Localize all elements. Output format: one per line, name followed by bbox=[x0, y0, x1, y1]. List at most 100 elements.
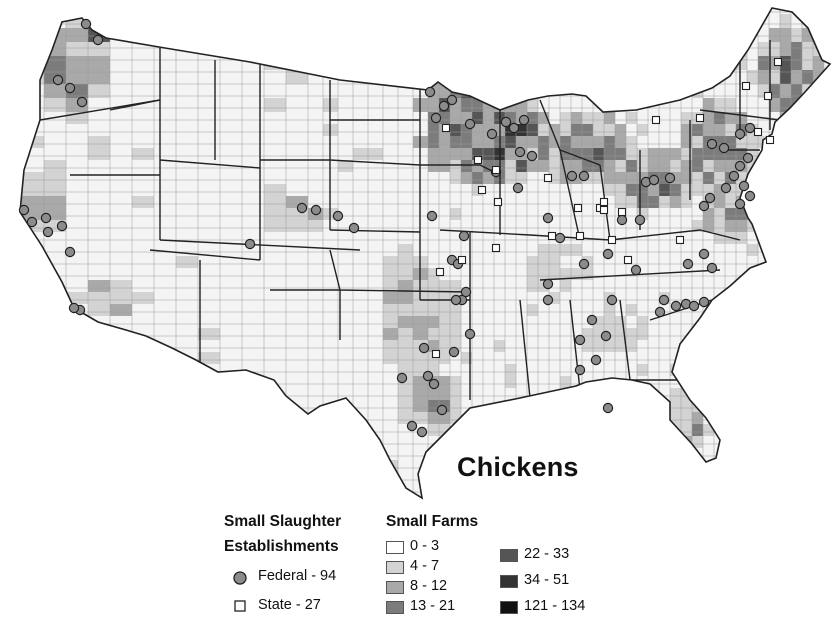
county-cell bbox=[714, 172, 725, 184]
county-cell bbox=[747, 70, 758, 84]
state-boundary bbox=[329, 159, 421, 166]
legend-swatch-4-7 bbox=[386, 561, 404, 574]
county-cell bbox=[692, 424, 703, 436]
county-cell bbox=[527, 160, 538, 172]
county-cell bbox=[582, 148, 593, 160]
county-cell bbox=[758, 56, 769, 70]
county-cell bbox=[736, 232, 747, 244]
county-cell bbox=[88, 70, 110, 84]
county-cell bbox=[802, 56, 813, 70]
county-cell bbox=[714, 42, 725, 56]
county-cell bbox=[813, 8, 824, 14]
legend-range-13-21: 13 - 21 bbox=[410, 598, 456, 614]
federal-establishment-marker bbox=[578, 170, 590, 182]
county-cell bbox=[626, 136, 637, 148]
county-cell bbox=[549, 160, 560, 172]
county-cell bbox=[472, 160, 483, 172]
state-establishment-marker bbox=[441, 123, 451, 133]
county-cell bbox=[648, 148, 659, 160]
county-cell bbox=[802, 42, 813, 56]
county-cell bbox=[681, 448, 692, 460]
state-boundary bbox=[529, 229, 741, 241]
federal-establishment-marker bbox=[734, 128, 746, 140]
legend-swatch-0-3 bbox=[386, 541, 404, 554]
county-cell bbox=[439, 340, 450, 352]
county-cell bbox=[571, 268, 582, 280]
county-cell bbox=[413, 328, 428, 340]
county-cell bbox=[398, 268, 413, 280]
county-cell bbox=[703, 424, 714, 436]
federal-establishment-marker bbox=[450, 294, 462, 306]
county-cell bbox=[413, 400, 428, 412]
county-cell bbox=[66, 42, 88, 56]
legend-range-34-51: 34 - 51 bbox=[524, 572, 570, 588]
federal-establishment-marker bbox=[574, 334, 586, 346]
county-cell bbox=[681, 148, 692, 160]
county-cell bbox=[472, 112, 483, 124]
federal-establishment-marker bbox=[26, 216, 38, 228]
county-cell bbox=[571, 148, 582, 160]
county-cell bbox=[736, 220, 747, 232]
county-cell bbox=[66, 28, 88, 42]
county-cell bbox=[637, 472, 648, 484]
county-cell bbox=[398, 388, 413, 400]
county-cell bbox=[692, 220, 703, 232]
county-cell bbox=[527, 98, 538, 112]
federal-establishment-marker bbox=[720, 182, 732, 194]
state-marker-icon bbox=[234, 600, 246, 612]
federal-establishment-marker bbox=[18, 204, 30, 216]
county-cell bbox=[703, 98, 714, 112]
county-cell bbox=[637, 172, 648, 184]
county-cell bbox=[450, 316, 461, 328]
county-cell bbox=[383, 352, 398, 364]
federal-establishment-marker bbox=[542, 294, 554, 306]
county-cell bbox=[725, 220, 736, 232]
county-cell bbox=[439, 424, 450, 436]
county-cell bbox=[582, 328, 593, 340]
state-establishment-marker bbox=[543, 173, 553, 183]
us-map bbox=[18, 7, 832, 500]
county-cell bbox=[560, 244, 571, 256]
county-cell bbox=[791, 70, 802, 84]
state-establishment-marker bbox=[573, 203, 583, 213]
federal-establishment-marker bbox=[426, 210, 438, 222]
county-cell bbox=[736, 136, 747, 148]
county-cell bbox=[648, 196, 659, 208]
state-boundary bbox=[519, 299, 531, 399]
national-outline bbox=[19, 7, 832, 500]
legend-range-4-7: 4 - 7 bbox=[410, 558, 440, 574]
county-cell bbox=[22, 196, 44, 208]
county-cell bbox=[571, 112, 582, 124]
county-cell bbox=[714, 112, 725, 124]
county-cell bbox=[450, 280, 461, 292]
county-cell bbox=[483, 148, 494, 160]
county-cell bbox=[670, 412, 681, 424]
county-cell bbox=[439, 328, 450, 340]
county-cell bbox=[483, 172, 494, 184]
county-cell bbox=[538, 244, 549, 256]
federal-establishment-marker bbox=[728, 170, 740, 182]
county-cell bbox=[439, 148, 450, 160]
state-establishment-marker bbox=[599, 197, 609, 207]
county-cell bbox=[439, 388, 450, 400]
county-cell bbox=[725, 160, 736, 172]
county-cell bbox=[780, 112, 791, 124]
federal-establishment-marker bbox=[458, 230, 470, 242]
federal-establishment-marker bbox=[446, 94, 458, 106]
county-cell bbox=[604, 136, 615, 148]
federal-establishment-marker bbox=[64, 82, 76, 94]
county-cell bbox=[813, 28, 824, 42]
state-boundary bbox=[619, 299, 631, 381]
county-cell bbox=[398, 352, 413, 364]
county-cell bbox=[626, 8, 637, 14]
county-cell bbox=[428, 340, 439, 352]
county-cell bbox=[439, 70, 450, 84]
federal-establishment-marker bbox=[80, 18, 92, 30]
county-cell bbox=[604, 172, 615, 184]
county-cell bbox=[450, 70, 461, 84]
county-cell bbox=[44, 84, 66, 98]
county-cell bbox=[692, 340, 703, 352]
county-cell bbox=[769, 98, 780, 112]
county-cell bbox=[725, 208, 736, 220]
federal-establishment-marker bbox=[654, 306, 666, 318]
